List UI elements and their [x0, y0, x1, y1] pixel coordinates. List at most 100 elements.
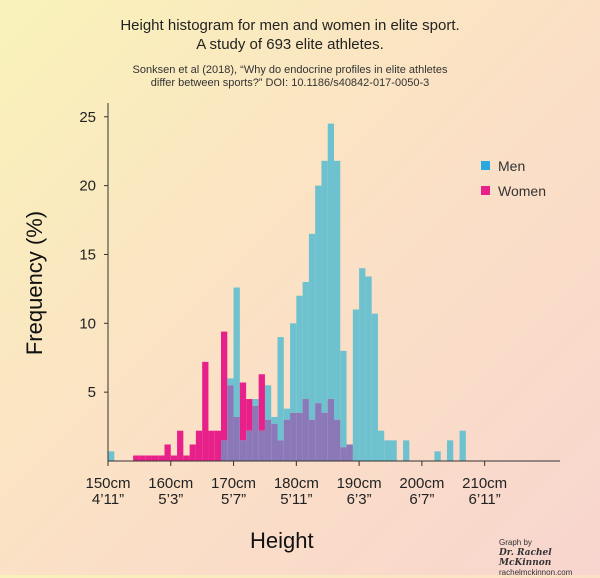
overlap-bar: [271, 423, 278, 461]
men-bar: [371, 313, 378, 461]
women-bar: [208, 430, 215, 461]
x-tick-label-ft: 5’7”: [221, 491, 246, 508]
overlap-bar: [264, 419, 272, 461]
men-bar: [252, 399, 259, 406]
men-bar: [290, 323, 297, 413]
x-tick-label-cm: 170cm: [211, 475, 256, 492]
overlap-bar: [308, 419, 316, 461]
overlap-bar: [315, 403, 322, 461]
women-bar: [164, 444, 171, 461]
men-bar: [321, 160, 328, 413]
y-tick-label: 10: [79, 315, 96, 332]
credit: Graph by Dr. Rachel McKinnon rachelmckin…: [499, 538, 600, 578]
x-tick-label-ft: 4’11”: [92, 491, 124, 508]
men-bar: [108, 451, 115, 461]
overlap-bar: [340, 447, 347, 461]
women-bar: [145, 455, 152, 461]
men-bar: [340, 350, 347, 448]
men-bar: [296, 295, 303, 413]
x-tick-label-ft: 6’3”: [347, 491, 372, 508]
men-bars: [108, 123, 466, 461]
women-bar: [151, 455, 159, 461]
legend-women-swatch: [481, 186, 490, 195]
overlap-bars: [221, 385, 353, 461]
source-line2: differ between sports?” DOI: 10.1186/s40…: [150, 77, 430, 89]
overlap-bar: [221, 440, 228, 461]
men-bar: [459, 430, 466, 461]
men-bar: [308, 233, 316, 420]
women-bar: [158, 455, 165, 461]
x-tick-label-cm: 190cm: [337, 475, 382, 492]
legend-men-label: Men: [498, 158, 525, 174]
men-bar: [434, 451, 441, 461]
men-bar: [359, 268, 366, 461]
y-tick-label: 20: [79, 178, 96, 195]
women-bar: [221, 331, 228, 441]
women-bar: [246, 399, 253, 431]
chart-source: Sonksen et al (2018), “Why do endocrine …: [0, 64, 580, 90]
x-tick-label-cm: 180cm: [274, 475, 319, 492]
women-bar: [258, 374, 265, 431]
men-bar: [384, 440, 391, 461]
y-axis-label: Frequency (%): [22, 210, 47, 356]
chart-title-line1: Height histogram for men and women in el…: [120, 17, 460, 34]
overlap-bar: [321, 412, 328, 461]
overlap-bar: [252, 405, 259, 461]
men-bar: [277, 337, 284, 441]
y-tick-label: 15: [79, 246, 96, 263]
chart-title-line2: A study of 693 elite athletes.: [196, 36, 384, 53]
women-bar: [170, 455, 178, 461]
x-tick-label-ft: 6’7”: [409, 491, 434, 508]
women-bar: [202, 361, 209, 461]
men-bar: [264, 385, 272, 420]
x-tick-label-ft: 5’3”: [158, 491, 183, 508]
overlap-bar: [327, 399, 334, 461]
men-bar: [352, 309, 360, 461]
overlap-bar: [296, 412, 303, 461]
overlap-bar: [277, 440, 284, 461]
x-tick-label-ft: 6’11”: [469, 491, 501, 508]
women-bar: [183, 455, 190, 461]
overlap-bar: [283, 419, 291, 461]
overlap-bar: [290, 412, 297, 461]
credit-line1: Graph by: [499, 538, 532, 547]
overlap-bar: [233, 416, 240, 461]
women-bar: [133, 455, 140, 461]
y-ticks: 5 10 15 20 25: [79, 109, 108, 401]
women-bars: [133, 331, 265, 461]
women-bar: [177, 430, 184, 461]
men-bar: [334, 160, 341, 420]
women-bar: [214, 430, 221, 461]
chart-title: Height histogram for men and women in el…: [0, 16, 580, 54]
overlap-bar: [334, 419, 341, 461]
men-bar: [365, 276, 372, 461]
legend-men-swatch: [481, 161, 490, 170]
overlap-bar: [239, 440, 247, 461]
men-bar: [283, 408, 291, 420]
y-tick-label: 25: [79, 109, 96, 126]
x-tick-label-cm: 160cm: [148, 475, 193, 492]
credit-name: Dr. Rachel McKinnon: [499, 548, 552, 568]
men-bar: [390, 440, 397, 461]
source-line1: Sonksen et al (2018), “Why do endocrine …: [132, 64, 448, 76]
men-bar: [403, 440, 410, 461]
overlap-bar: [258, 430, 265, 461]
men-bar: [302, 282, 309, 400]
women-bar: [189, 444, 196, 461]
y-tick-label: 5: [88, 384, 96, 401]
men-bar: [227, 378, 234, 386]
men-bar: [447, 440, 454, 461]
x-tick-label-cm: 210cm: [462, 475, 507, 492]
overlap-bar: [346, 444, 353, 461]
men-bar: [271, 416, 278, 424]
women-bar: [239, 382, 247, 441]
men-bar: [233, 287, 240, 417]
overlap-bar: [246, 430, 253, 461]
x-tick-label-ft: 5’11”: [280, 491, 312, 508]
x-tick-label-cm: 200cm: [399, 475, 444, 492]
x-axis-label: Height: [250, 528, 314, 553]
men-bar: [315, 185, 322, 404]
women-bar: [195, 430, 203, 461]
x-tick-label-cm: 150cm: [85, 475, 130, 492]
